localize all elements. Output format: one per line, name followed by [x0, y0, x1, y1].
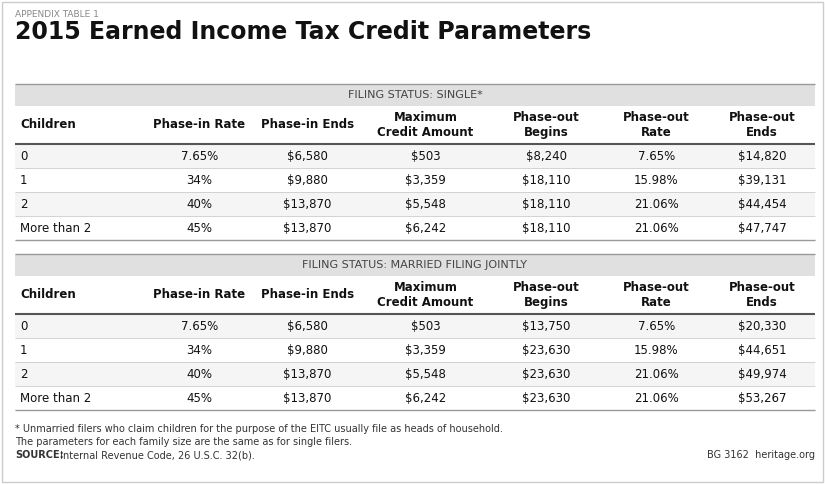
Text: $6,242: $6,242: [405, 392, 446, 405]
Text: $503: $503: [411, 319, 441, 333]
Text: $53,267: $53,267: [738, 392, 786, 405]
Text: Maximum
Credit Amount: Maximum Credit Amount: [378, 281, 474, 309]
Text: APPENDIX TABLE 1: APPENDIX TABLE 1: [15, 10, 99, 19]
Text: Phase-out
Ends: Phase-out Ends: [728, 111, 795, 139]
Text: 34%: 34%: [186, 344, 212, 357]
Text: FILING STATUS: SINGLE*: FILING STATUS: SINGLE*: [347, 90, 483, 100]
Text: $5,548: $5,548: [405, 197, 446, 211]
Text: $13,870: $13,870: [283, 197, 332, 211]
Text: Internal Revenue Code, 26 U.S.C. 32(b).: Internal Revenue Code, 26 U.S.C. 32(b).: [57, 450, 255, 460]
Text: $13,870: $13,870: [283, 367, 332, 380]
Text: $3,359: $3,359: [405, 344, 446, 357]
Text: 21.06%: 21.06%: [634, 392, 679, 405]
Text: 15.98%: 15.98%: [634, 344, 679, 357]
Text: Maximum
Credit Amount: Maximum Credit Amount: [378, 111, 474, 139]
Bar: [15, 168, 815, 192]
Text: 45%: 45%: [186, 222, 212, 235]
Text: $18,110: $18,110: [522, 197, 570, 211]
Text: 1: 1: [20, 344, 27, 357]
Text: 2: 2: [20, 367, 27, 380]
Text: Phase-in Rate: Phase-in Rate: [153, 119, 245, 132]
Text: 7.65%: 7.65%: [181, 319, 218, 333]
Bar: [15, 216, 815, 240]
Text: $20,330: $20,330: [738, 319, 786, 333]
Text: $14,820: $14,820: [738, 150, 786, 163]
Text: * Unmarried filers who claim children for the purpose of the EITC usually file a: * Unmarried filers who claim children fo…: [15, 424, 503, 434]
Text: Children: Children: [20, 288, 76, 302]
Text: 7.65%: 7.65%: [638, 319, 675, 333]
Text: 40%: 40%: [186, 197, 212, 211]
Bar: [15, 362, 815, 386]
Text: $6,580: $6,580: [286, 150, 328, 163]
Text: $503: $503: [411, 150, 441, 163]
Text: Phase-out
Begins: Phase-out Begins: [513, 111, 580, 139]
Text: Phase-in Rate: Phase-in Rate: [153, 288, 245, 302]
Text: $49,974: $49,974: [738, 367, 786, 380]
Text: $9,880: $9,880: [286, 173, 328, 186]
Text: $6,580: $6,580: [286, 319, 328, 333]
Text: More than 2: More than 2: [20, 222, 92, 235]
Bar: [15, 144, 815, 168]
Text: 0: 0: [20, 319, 27, 333]
Text: $5,548: $5,548: [405, 367, 446, 380]
Text: 21.06%: 21.06%: [634, 197, 679, 211]
Text: $6,242: $6,242: [405, 222, 446, 235]
Text: 15.98%: 15.98%: [634, 173, 679, 186]
Bar: [15, 254, 815, 276]
Text: $18,110: $18,110: [522, 222, 570, 235]
Text: 0: 0: [20, 150, 27, 163]
Bar: [15, 276, 815, 314]
Text: $23,630: $23,630: [522, 344, 570, 357]
Text: 7.65%: 7.65%: [181, 150, 218, 163]
Text: 21.06%: 21.06%: [634, 222, 679, 235]
Text: Phase-out
Begins: Phase-out Begins: [513, 281, 580, 309]
Bar: [15, 84, 815, 106]
Text: BG 3162  heritage.org: BG 3162 heritage.org: [707, 450, 815, 460]
Text: Phase-in Ends: Phase-in Ends: [261, 288, 354, 302]
Text: $18,110: $18,110: [522, 173, 570, 186]
Bar: [15, 386, 815, 410]
Text: FILING STATUS: MARRIED FILING JOINTLY: FILING STATUS: MARRIED FILING JOINTLY: [303, 260, 527, 270]
Text: Phase-out
Rate: Phase-out Rate: [623, 111, 690, 139]
Text: Phase-out
Rate: Phase-out Rate: [623, 281, 690, 309]
Text: $9,880: $9,880: [286, 344, 328, 357]
Text: 45%: 45%: [186, 392, 212, 405]
Bar: [15, 338, 815, 362]
Text: $8,240: $8,240: [526, 150, 567, 163]
Text: Phase-out
Ends: Phase-out Ends: [728, 281, 795, 309]
Text: $44,651: $44,651: [738, 344, 786, 357]
Text: 21.06%: 21.06%: [634, 367, 679, 380]
Text: 34%: 34%: [186, 173, 212, 186]
Text: $23,630: $23,630: [522, 392, 570, 405]
Text: $13,750: $13,750: [522, 319, 570, 333]
Text: 1: 1: [20, 173, 27, 186]
Text: 2015 Earned Income Tax Credit Parameters: 2015 Earned Income Tax Credit Parameters: [15, 20, 592, 44]
Text: $13,870: $13,870: [283, 392, 332, 405]
Text: 7.65%: 7.65%: [638, 150, 675, 163]
Text: $13,870: $13,870: [283, 222, 332, 235]
Bar: [15, 192, 815, 216]
Bar: [15, 106, 815, 144]
Text: SOURCE:: SOURCE:: [15, 450, 64, 460]
Text: More than 2: More than 2: [20, 392, 92, 405]
Text: $39,131: $39,131: [738, 173, 786, 186]
Text: Phase-in Ends: Phase-in Ends: [261, 119, 354, 132]
Text: $23,630: $23,630: [522, 367, 570, 380]
Text: $3,359: $3,359: [405, 173, 446, 186]
Text: $44,454: $44,454: [738, 197, 786, 211]
Text: The parameters for each family size are the same as for single filers.: The parameters for each family size are …: [15, 437, 352, 447]
Text: 40%: 40%: [186, 367, 212, 380]
Text: 2: 2: [20, 197, 27, 211]
Text: $47,747: $47,747: [738, 222, 786, 235]
Text: Children: Children: [20, 119, 76, 132]
Bar: [15, 314, 815, 338]
